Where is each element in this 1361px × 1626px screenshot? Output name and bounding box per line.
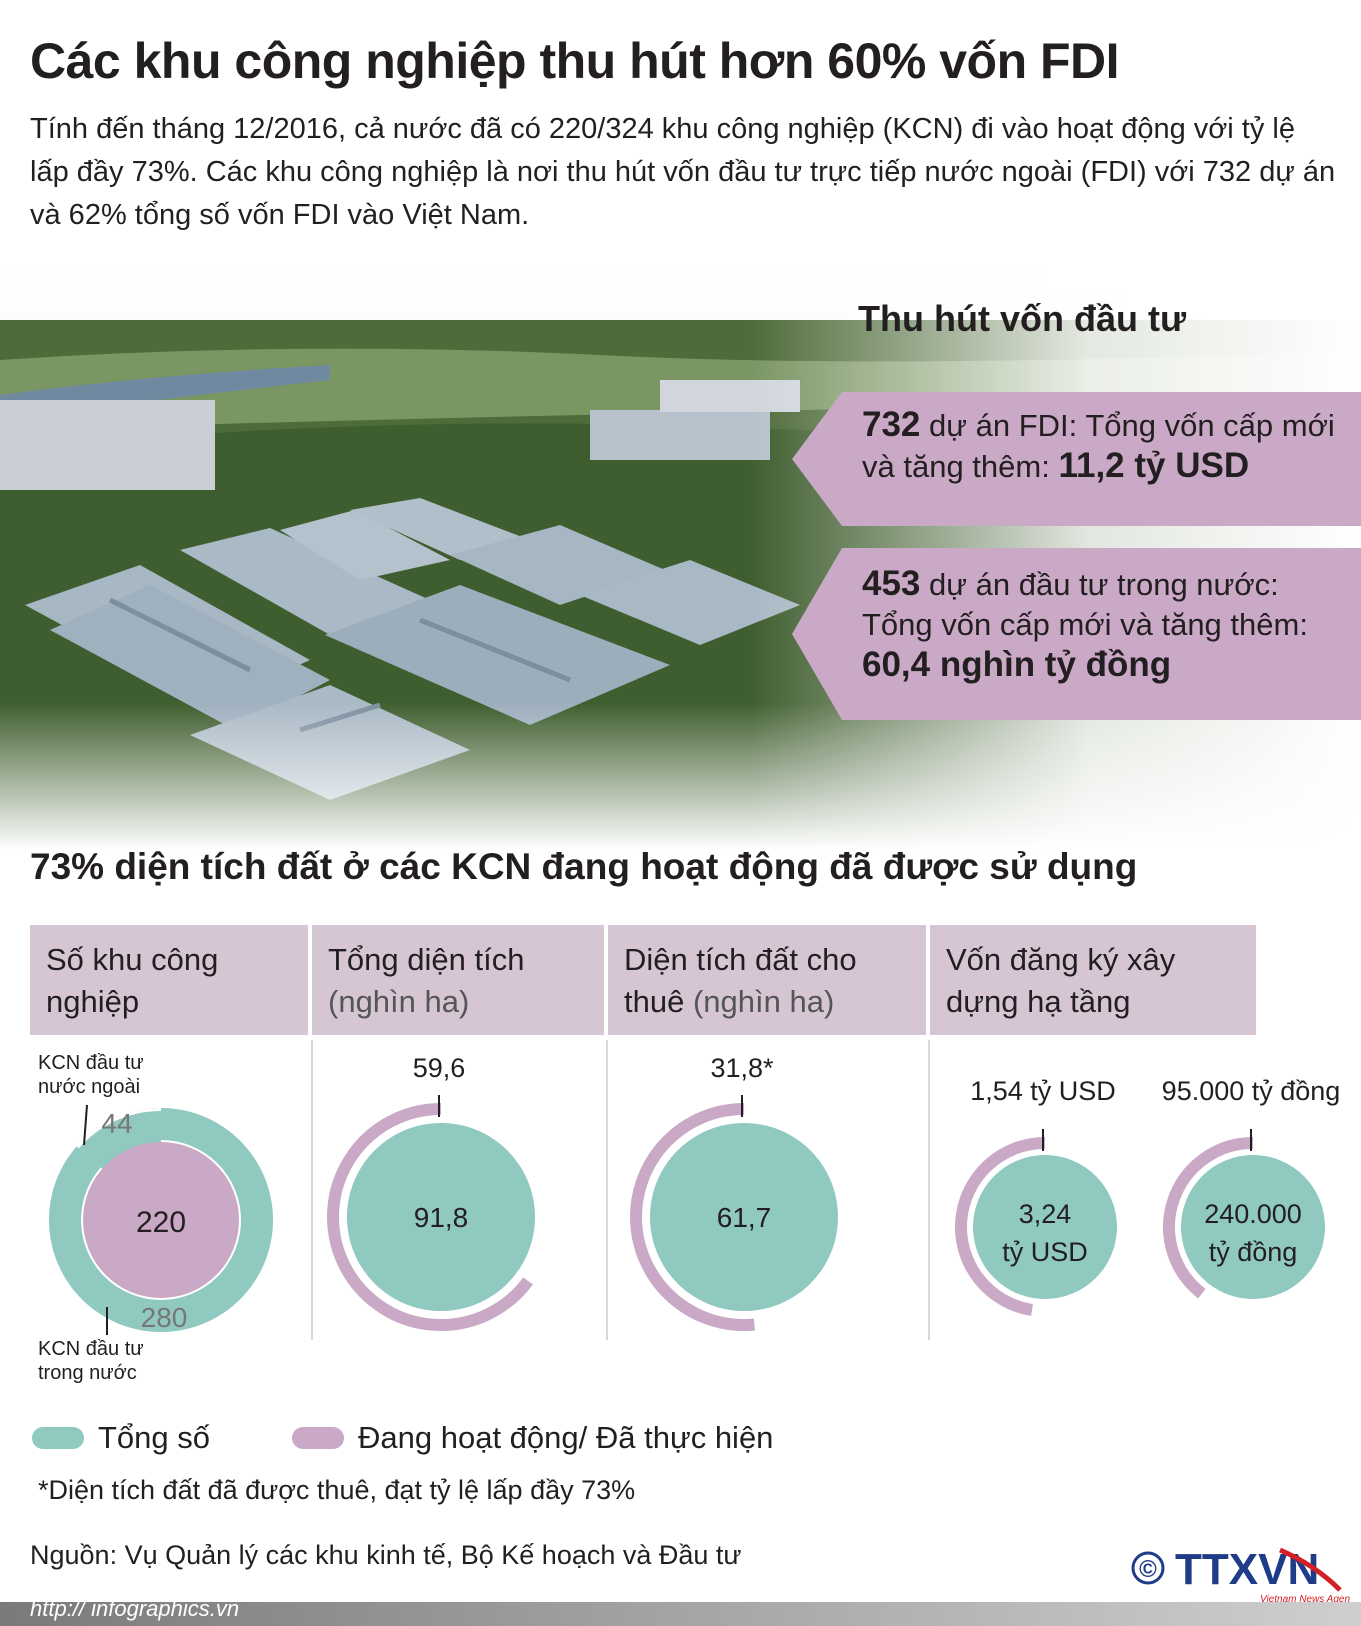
header-unit: (nghìn ha) — [328, 984, 470, 1019]
parks-active-circle — [83, 1142, 239, 1298]
legend-active: Đang hoạt động/ Đã thực hiện — [292, 1420, 773, 1456]
fdi-investment-box: 732 dự án FDI: Tổng vốn cấp mới và tăng … — [792, 392, 1361, 526]
area-active-arc — [327, 1103, 533, 1331]
header-industrial-parks: Số khu công nghiệp — [30, 925, 308, 1035]
header-infrastructure-capital: Vốn đăng ký xây dựng hạ tầng — [930, 925, 1256, 1035]
leased-active-arc — [630, 1103, 756, 1331]
header-total-area: Tổng diện tích (nghìn ha) — [312, 925, 604, 1035]
parks-active-value: 220 — [136, 1206, 186, 1239]
capital-usd-total-value: 3,24 — [1019, 1199, 1072, 1229]
capital-vnd-total-value: 240.000 — [1204, 1199, 1302, 1229]
divider — [928, 1040, 930, 1340]
parks-domestic-value: 280 — [141, 1302, 188, 1333]
leased-total-circle — [650, 1123, 838, 1311]
area-total-value: 91,8 — [414, 1202, 469, 1233]
legend-swatch-active — [292, 1427, 344, 1449]
header-label: Số khu công nghiệp — [46, 942, 219, 1019]
legend-label-total: Tổng số — [98, 1420, 211, 1455]
divider — [311, 1040, 313, 1340]
header-unit: (nghìn ha) — [692, 984, 835, 1019]
header-label: Vốn đăng ký xây dựng hạ tầng — [946, 942, 1176, 1019]
capital-usd-total-unit: tỷ USD — [1002, 1237, 1088, 1267]
capital-vnd-total-unit: tỷ đồng — [1209, 1237, 1298, 1267]
intro-text: Tính đến tháng 12/2016, cả nước đã có 22… — [30, 113, 1336, 231]
footer-url: http:// infographics.vn — [30, 1596, 240, 1621]
ttxvn-logo: © TTXVN Vietnam News Agency — [1131, 1545, 1350, 1605]
area-active-value: 59,6 — [413, 1053, 466, 1083]
legend-swatch-total — [32, 1427, 84, 1449]
capital-usd-total-circle — [973, 1155, 1117, 1299]
fdi-investment-text: dự án FDI: Tổng vốn cấp mới và tăng thêm… — [862, 408, 1335, 484]
header-leased-area: Diện tích đất cho thuê (nghìn ha) — [608, 925, 926, 1035]
investment-title: Thu hút vốn đầu tư — [858, 298, 1187, 339]
source: Nguồn: Vụ Quản lý các khu kinh tế, Bộ Kế… — [30, 1540, 742, 1570]
capital-usd-active-value: 1,54 tỷ USD — [970, 1076, 1116, 1106]
logo-tagline: Vietnam News Agency — [1260, 1594, 1350, 1605]
leased-total-value: 61,7 — [717, 1202, 772, 1233]
fdi-project-count: 732 — [862, 405, 921, 444]
header-label: Tổng diện tích — [328, 942, 525, 977]
page-title: Các khu công nghiệp thu hút hơn 60% vốn … — [30, 33, 1120, 89]
annotation-foreign-leader — [83, 1104, 88, 1146]
leased-active-value: 31,8* — [710, 1053, 774, 1083]
section-title: 73% diện tích đất ở các KCN đang hoạt độ… — [30, 846, 1138, 887]
annotation-foreign-line2: nước ngoài — [38, 1076, 140, 1098]
footnote: *Diện tích đất đã được thuê, đạt tỷ lệ l… — [38, 1475, 636, 1505]
area-total-circle — [347, 1123, 535, 1311]
parks-foreign-value: 44 — [101, 1108, 132, 1139]
capital-vnd-active-value: 95.000 tỷ đồng — [1162, 1076, 1341, 1106]
domestic-investment-text: dự án đầu tư trong nước: Tổng vốn cấp mớ… — [862, 567, 1308, 642]
footer-bar — [0, 1602, 1361, 1626]
logo-name: TTXVN — [1175, 1545, 1319, 1594]
capital-vnd-active-arc — [1163, 1137, 1254, 1299]
domestic-investment-box: 453 dự án đầu tư trong nước: Tổng vốn cấ… — [792, 548, 1361, 720]
footer: http:// infographics.vn — [0, 1592, 1361, 1626]
fdi-investment-value: 11,2 tỷ USD — [1058, 446, 1250, 485]
annotation-domestic-line1: KCN đầu tư — [38, 1338, 144, 1360]
domestic-investment-value: 60,4 nghìn tỷ đồng — [862, 645, 1172, 684]
domestic-project-count: 453 — [862, 564, 921, 603]
capital-vnd-total-circle — [1181, 1155, 1325, 1299]
header-label: Diện tích đất cho thuê — [624, 942, 857, 1019]
legend-label-active: Đang hoạt động/ Đã thực hiện — [358, 1420, 774, 1455]
copyright-mark: © — [1139, 1556, 1157, 1583]
annotation-domestic-line2: trong nước — [38, 1362, 137, 1384]
annotation-foreign-line1: KCN đầu tư — [38, 1052, 144, 1074]
legend-total: Tổng số — [32, 1420, 210, 1456]
divider — [606, 1040, 608, 1340]
capital-usd-active-arc — [955, 1137, 1046, 1316]
